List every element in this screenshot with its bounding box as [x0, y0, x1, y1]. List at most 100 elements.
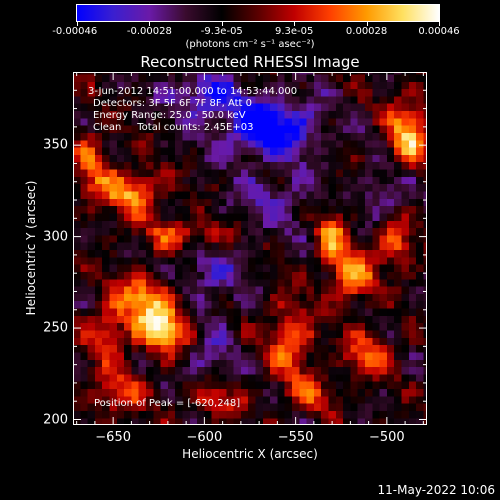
heatmap-cell: [321, 73, 330, 82]
heatmap-cell: [116, 81, 125, 90]
heatmap-cell: [87, 264, 96, 272]
heatmap-cell: [233, 242, 242, 251]
heatmap-cell: [284, 410, 293, 419]
heatmap-cell: [248, 168, 257, 177]
heatmap-cell: [284, 125, 293, 133]
heatmap-cell: [277, 359, 286, 368]
heatmap-cell: [255, 278, 264, 287]
heatmap-cell: [270, 95, 278, 104]
heatmap-cell: [335, 256, 344, 265]
heatmap-cell: [270, 337, 278, 346]
heatmap-cell: [94, 410, 103, 419]
heatmap-cell: [313, 344, 322, 353]
heatmap-cell: [211, 168, 220, 177]
heatmap-cell: [416, 81, 424, 90]
heatmap-cell: [153, 359, 162, 368]
heatmap-cell: [262, 300, 271, 309]
heatmap-cell: [94, 285, 103, 294]
heatmap-cell: [255, 337, 264, 346]
heatmap-cell: [423, 242, 427, 251]
heatmap-cell: [167, 110, 176, 119]
heatmap-cell: [364, 322, 373, 331]
heatmap-cell: [226, 154, 235, 163]
heatmap-cell: [167, 359, 176, 368]
heatmap-cell: [262, 198, 271, 207]
heatmap-cell: [350, 220, 359, 229]
heatmap-cell: [291, 212, 300, 221]
heatmap-cell: [394, 220, 403, 229]
heatmap-cell: [102, 300, 111, 309]
heatmap-cell: [80, 329, 89, 338]
heatmap-cell: [233, 256, 242, 265]
heatmap-cell: [80, 103, 89, 112]
heatmap-cell: [350, 285, 359, 294]
heatmap-cell: [240, 73, 249, 82]
heatmap-cell: [197, 337, 205, 346]
heatmap-cell: [386, 329, 395, 338]
heatmap-cell: [94, 395, 103, 404]
heatmap-cell: [131, 227, 140, 236]
heatmap-cell: [94, 220, 103, 229]
heatmap-cell: [299, 322, 308, 331]
heatmap-cell: [408, 359, 417, 368]
heatmap-cell: [197, 300, 205, 309]
heatmap-cell: [299, 278, 308, 287]
heatmap-cell: [175, 388, 184, 397]
heatmap-cell: [226, 103, 235, 112]
heatmap-cell: [73, 293, 81, 302]
heatmap-cell: [240, 395, 249, 404]
heatmap-cell: [335, 300, 344, 309]
heatmap-cell: [233, 220, 242, 229]
heatmap-cell: [182, 110, 191, 119]
heatmap-cell: [102, 161, 111, 170]
heatmap-cell: [189, 190, 198, 199]
heatmap-cell: [145, 351, 154, 360]
heatmap-cell: [131, 183, 140, 192]
heatmap-cell: [299, 95, 308, 104]
heatmap-cell: [226, 227, 235, 236]
colorbar: [76, 4, 440, 22]
heatmap-cell: [357, 110, 366, 119]
heatmap-cell: [226, 73, 235, 82]
heatmap-cell: [94, 381, 103, 390]
heatmap-cell: [401, 88, 410, 97]
heatmap-cell: [379, 161, 388, 170]
heatmap-cell: [87, 381, 96, 390]
heatmap-cell: [94, 72, 103, 75]
heatmap-cell: [218, 329, 227, 338]
heatmap-cell: [335, 72, 344, 75]
heatmap-cell: [189, 176, 198, 185]
heatmap-cell: [350, 417, 359, 425]
heatmap-cell: [226, 293, 235, 302]
colorbar-tick-mark: [149, 21, 151, 26]
heatmap-cell: [109, 168, 118, 177]
heatmap-cell: [291, 88, 300, 97]
heatmap-cell: [73, 183, 81, 192]
heatmap-cell: [343, 315, 351, 324]
heatmap-cell: [379, 366, 388, 375]
heatmap-cell: [233, 388, 242, 397]
heatmap-cell: [386, 212, 395, 221]
heatmap-cell: [364, 381, 373, 390]
heatmap-cell: [321, 403, 330, 411]
heatmap-cell: [262, 183, 271, 192]
heatmap-cell: [248, 205, 257, 214]
heatmap-cell: [145, 315, 154, 324]
heatmap-cell: [343, 183, 351, 192]
heatmap-cell: [401, 139, 410, 148]
heatmap-cell: [343, 190, 351, 199]
heatmap-cell: [299, 337, 308, 346]
heatmap-cell: [277, 242, 286, 251]
heatmap-cell: [248, 220, 257, 229]
heatmap-cell: [109, 132, 118, 141]
heatmap-cell: [138, 205, 147, 214]
heatmap-cell: [218, 161, 227, 170]
heatmap-cell: [372, 337, 381, 346]
heatmap-cell: [379, 132, 388, 141]
heatmap-cell: [102, 220, 111, 229]
heatmap-cell: [167, 337, 176, 346]
heatmap-cell: [240, 381, 249, 390]
heatmap-cell: [394, 271, 403, 280]
heatmap-cell: [211, 264, 220, 272]
heatmap-cell: [116, 176, 125, 185]
